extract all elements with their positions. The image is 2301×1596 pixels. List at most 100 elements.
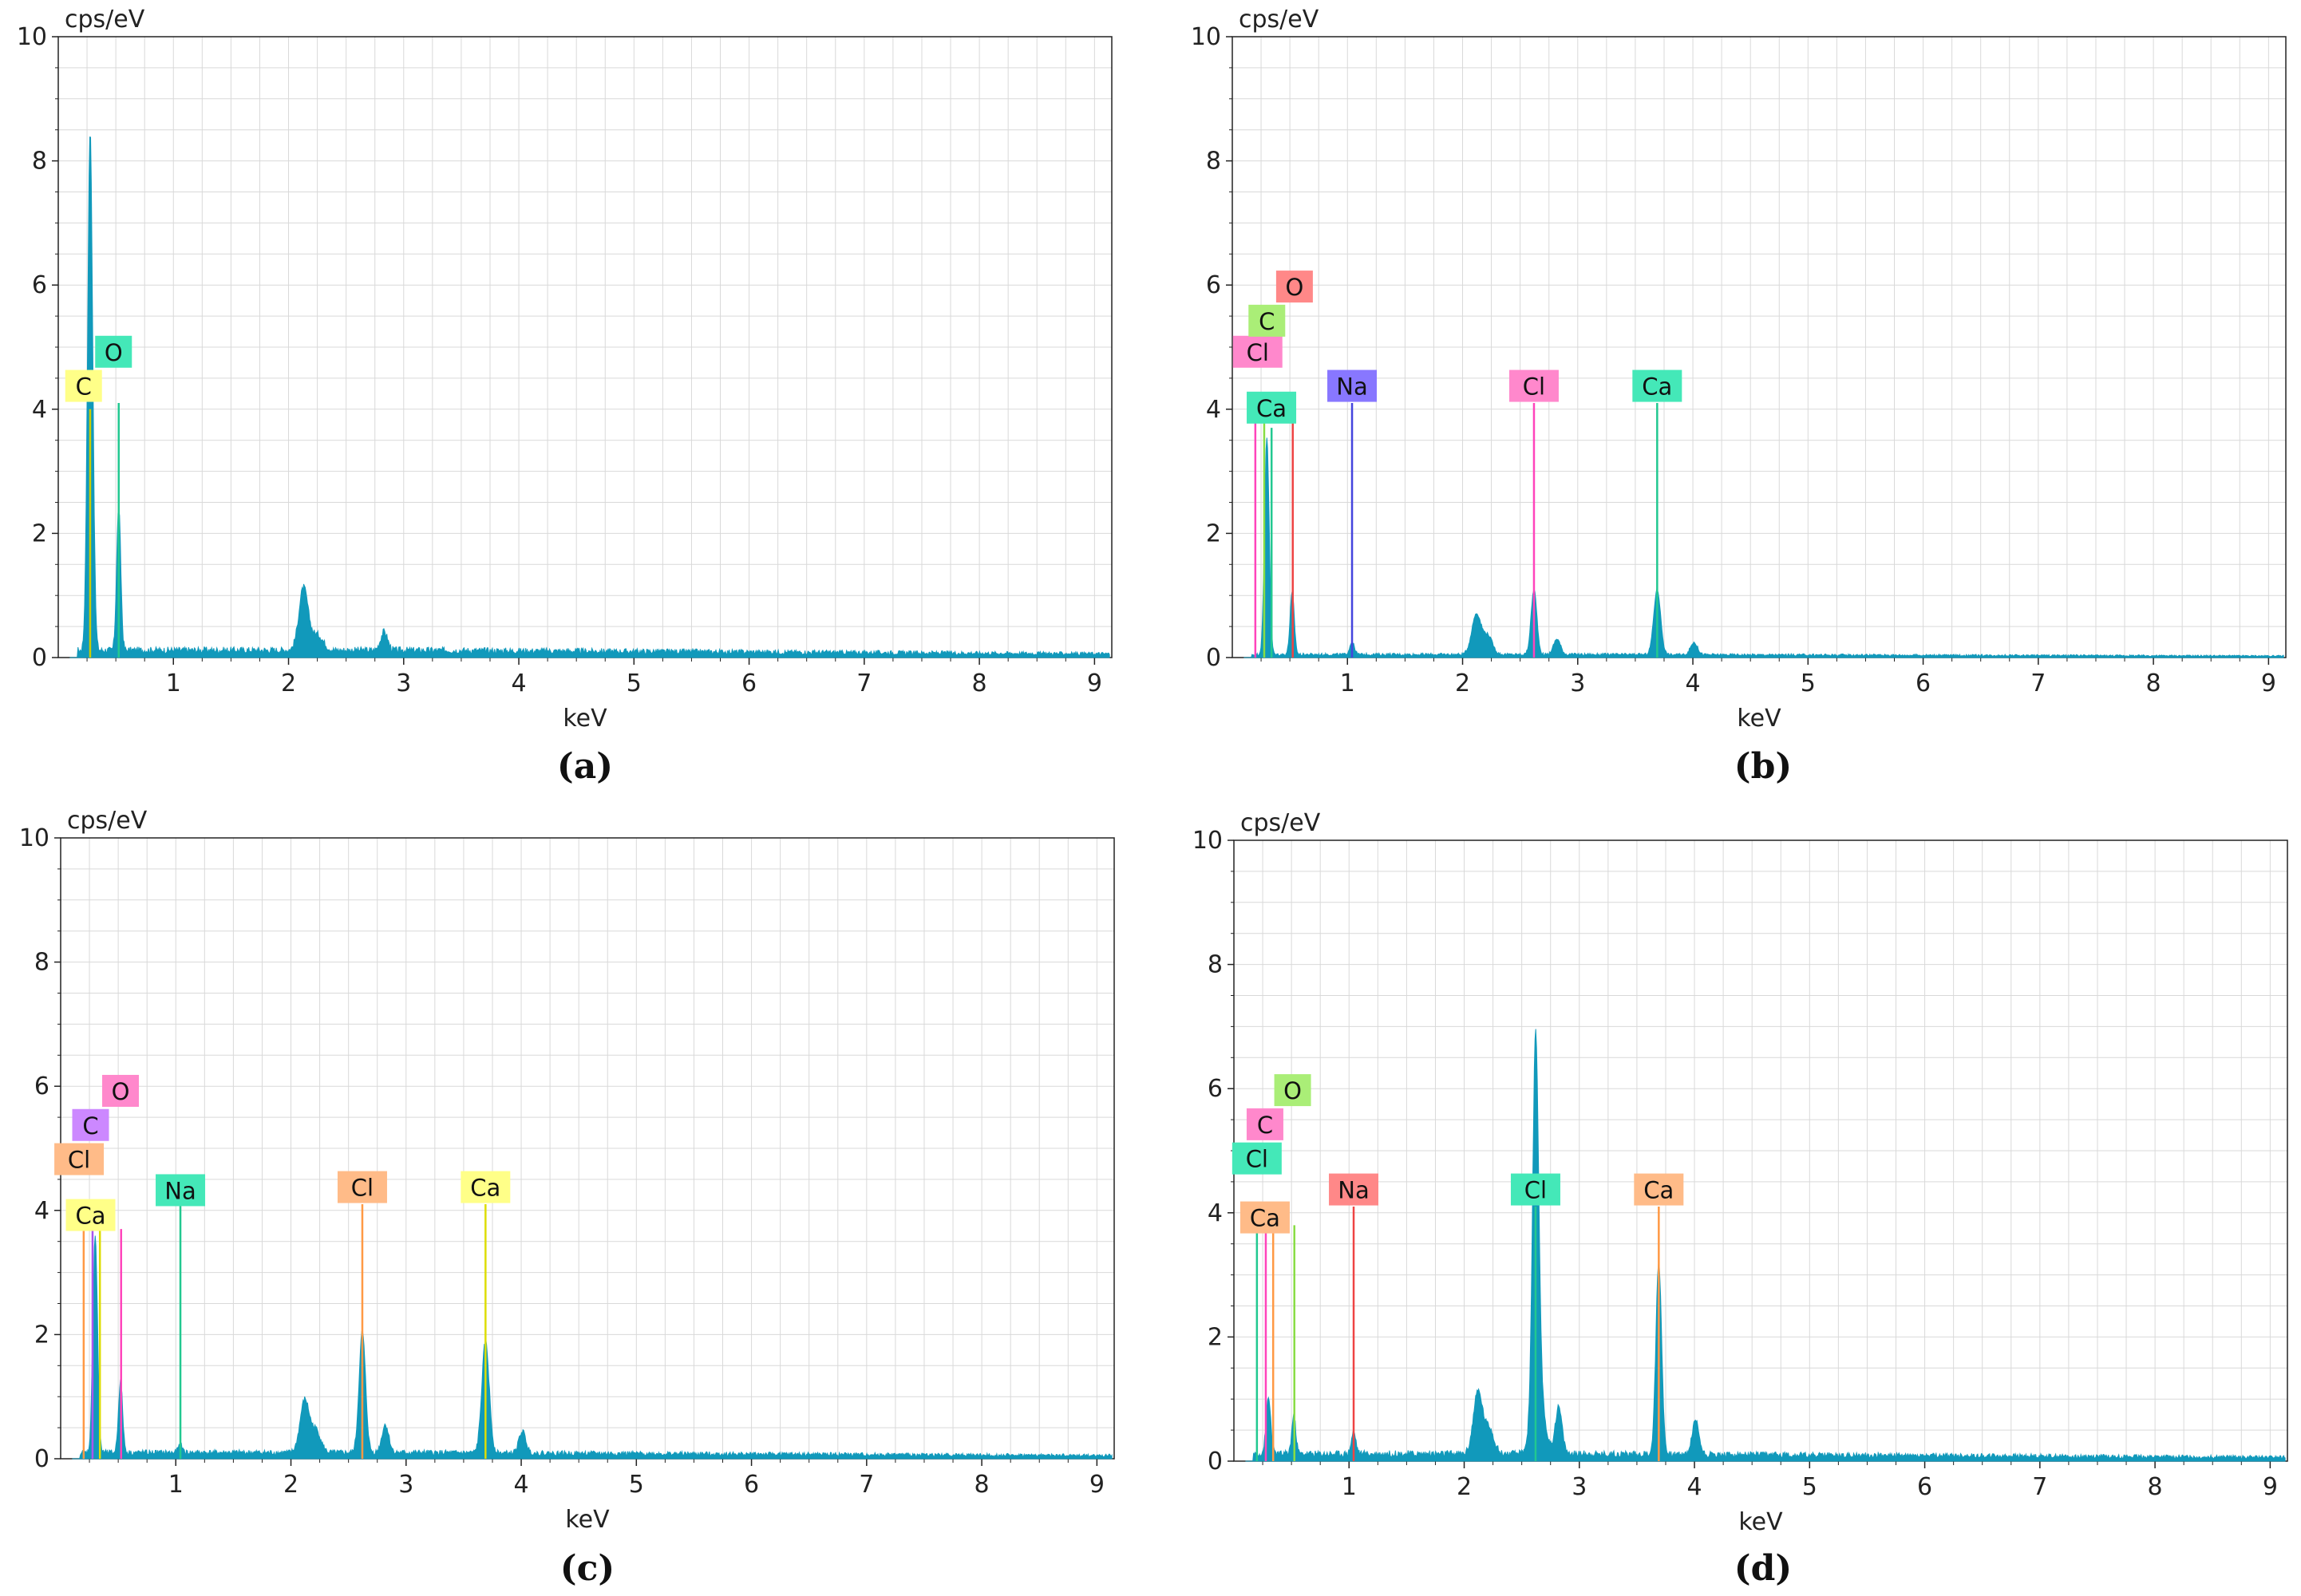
element-label-o: O [105, 339, 123, 366]
element-label-box [1246, 1108, 1283, 1140]
y-tick-label: 4 [1206, 396, 1221, 424]
x-axis-label: keV [565, 1506, 610, 1534]
x-tick-label: 5 [627, 670, 642, 697]
element-label-ca: Ca [1642, 373, 1672, 401]
plot-grid [58, 37, 1112, 658]
y-tick-label: 2 [34, 1321, 49, 1349]
element-label-box [102, 1074, 140, 1107]
y-tick-label: 10 [1192, 827, 1223, 855]
element-label-cl: Cl [351, 1175, 374, 1202]
element-label-box [1239, 1201, 1290, 1234]
element-label-box [337, 1171, 387, 1203]
panel-caption: (d) [1734, 1548, 1792, 1589]
element-label-ca: Ca [1643, 1177, 1674, 1204]
x-tick-label: 7 [2030, 670, 2046, 697]
y-tick-label: 6 [1206, 271, 1221, 299]
y-axis-label: cps/eV [1239, 6, 1319, 34]
x-tick-label: 9 [2263, 1473, 2278, 1501]
x-axis-label: keV [1738, 1508, 1783, 1536]
y-tick-label: 2 [1206, 519, 1221, 547]
x-tick-label: 9 [1087, 670, 1102, 697]
x-tick-label: 8 [975, 1471, 990, 1499]
x-tick-label: 4 [514, 1471, 529, 1499]
spectrum-area [1245, 1029, 2286, 1462]
element-label-box [1634, 1173, 1684, 1206]
x-tick-label: 8 [2148, 1473, 2163, 1501]
element-label-box [1508, 369, 1559, 402]
y-tick-label: 6 [34, 1073, 49, 1100]
element-label-o: O [1283, 1077, 1302, 1104]
x-tick-label: 8 [972, 670, 987, 697]
element-label-box [1510, 1173, 1560, 1206]
spectrum-area [72, 1235, 1113, 1460]
element-label-box [1274, 1074, 1311, 1107]
element-label-c: C [1259, 308, 1275, 335]
x-tick-label: 8 [2146, 670, 2161, 697]
y-tick-label: 10 [1191, 23, 1221, 51]
element-label-na: Na [164, 1177, 196, 1204]
spectrum-area [1243, 437, 2284, 658]
y-tick-label: 4 [32, 396, 47, 424]
element-label-ca: Ca [1250, 1205, 1280, 1232]
element-label-cl: Cl [1523, 373, 1545, 401]
x-tick-label: 7 [859, 1471, 874, 1499]
y-tick-label: 8 [34, 949, 49, 977]
y-tick-label: 8 [1208, 951, 1223, 979]
x-tick-label: 2 [1457, 1473, 1472, 1501]
x-tick-label: 5 [629, 1471, 644, 1499]
element-label-box [54, 1143, 105, 1175]
element-label-box [95, 335, 132, 368]
x-tick-label: 5 [1802, 1473, 1817, 1501]
element-label-box [1248, 304, 1286, 337]
y-axis-label: cps/eV [1240, 809, 1321, 837]
element-label-box [65, 1199, 116, 1231]
x-tick-label: 2 [1455, 670, 1470, 697]
y-tick-label: 0 [1208, 1448, 1223, 1476]
x-axis-label: keV [563, 705, 607, 733]
element-label-box [1232, 335, 1283, 368]
x-tick-label: 3 [396, 670, 411, 697]
element-label-cl: Cl [1524, 1177, 1547, 1204]
x-tick-label: 3 [1572, 1473, 1587, 1501]
element-label-c: C [82, 1112, 98, 1140]
y-axis-label: cps/eV [65, 6, 145, 34]
x-tick-label: 6 [744, 1471, 759, 1499]
y-tick-label: 2 [32, 519, 47, 547]
y-tick-label: 2 [1208, 1323, 1223, 1351]
y-tick-label: 6 [1208, 1075, 1223, 1103]
element-label-na: Na [1338, 1177, 1369, 1204]
y-tick-label: 10 [17, 23, 47, 51]
y-tick-label: 6 [32, 271, 47, 299]
element-label-o: O [1285, 274, 1303, 301]
plot-grid [1232, 37, 2286, 658]
y-tick-label: 8 [1206, 148, 1221, 176]
element-label-c: C [1257, 1112, 1273, 1139]
element-label-box [1232, 1142, 1282, 1175]
y-axis-label: cps/eV [67, 807, 148, 835]
x-tick-label: 1 [168, 1471, 184, 1499]
x-tick-label: 4 [1687, 1473, 1702, 1501]
panel-caption: (c) [560, 1548, 615, 1589]
element-label-cl: Cl [1246, 1146, 1268, 1173]
element-label-box [65, 369, 102, 402]
y-tick-label: 10 [19, 824, 49, 852]
x-tick-label: 5 [1801, 670, 1816, 697]
panel-caption: (b) [1734, 746, 1792, 787]
element-label-box [1329, 1173, 1379, 1206]
x-tick-label: 6 [1916, 670, 1931, 697]
element-label-box [1247, 391, 1297, 424]
plot-grid [61, 838, 1114, 1459]
element-label-ca: Ca [470, 1175, 500, 1202]
x-tick-label: 9 [1089, 1471, 1105, 1499]
spectrum-area [69, 136, 1110, 658]
x-tick-label: 7 [856, 670, 872, 697]
element-label-o: O [112, 1078, 130, 1105]
element-label-box [156, 1174, 206, 1207]
element-label-box [72, 1108, 109, 1141]
x-tick-label: 1 [1342, 1473, 1357, 1501]
panel-caption: (a) [557, 746, 613, 787]
